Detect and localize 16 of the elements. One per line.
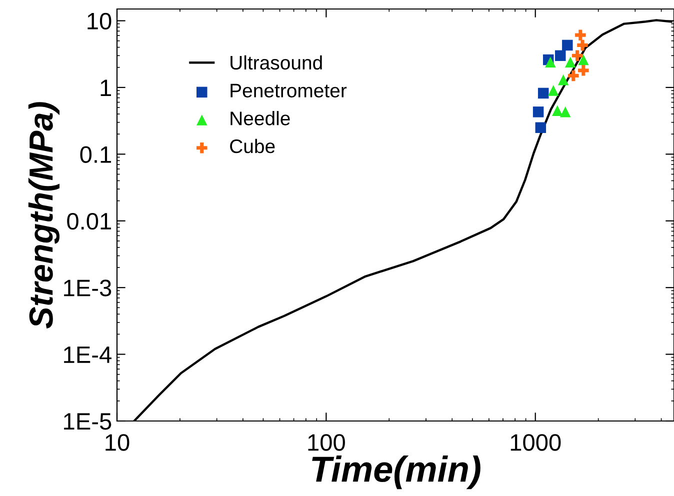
- x-axis-title: Time(min): [312, 456, 480, 490]
- y-tick-label: 1E-3: [64, 280, 112, 296]
- y-tick-label: 1E-4: [64, 346, 112, 363]
- y-tick-label: 0.1: [80, 146, 111, 163]
- legend-label: Needle: [230, 111, 290, 126]
- legend-label: Ultrasound: [230, 55, 322, 70]
- x-tick-label: 100: [308, 434, 345, 451]
- y-tick-label: 1E-5: [64, 413, 112, 430]
- y-tick-label: 10: [88, 12, 112, 30]
- x-tick-label: 10: [106, 434, 130, 451]
- y-axis-title: Strength(MPa): [28, 102, 60, 328]
- legend-label: Cube: [230, 138, 275, 154]
- legend-label: Penetrometer: [230, 84, 347, 98]
- y-tick-label: 1: [100, 80, 111, 96]
- y-tick-label: 0.01: [67, 212, 111, 230]
- x-tick-label: 1000: [510, 434, 561, 451]
